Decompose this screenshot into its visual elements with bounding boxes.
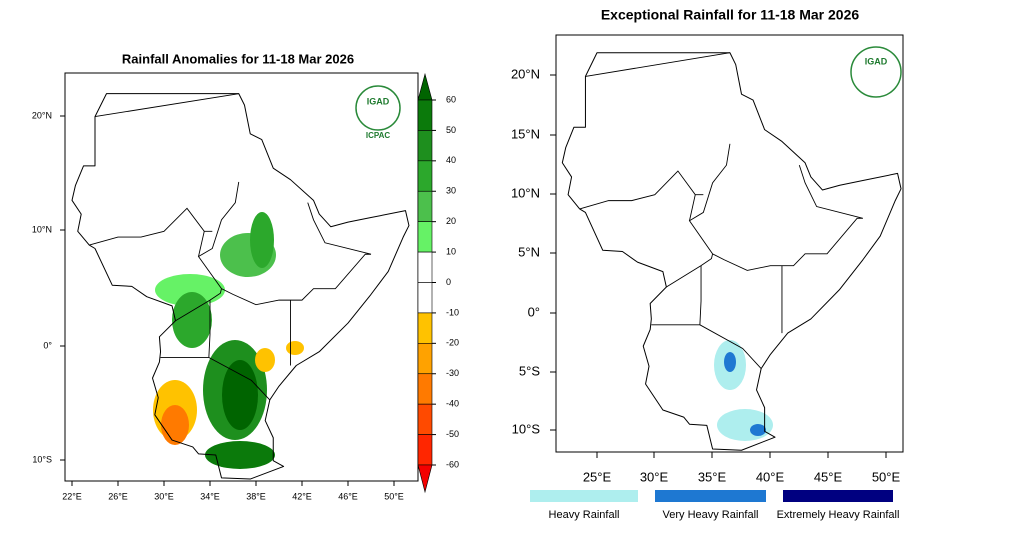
colorbar-bin	[417, 434, 433, 466]
lat-label: 10°S	[512, 421, 541, 436]
colorbar-bin	[417, 343, 433, 375]
colorbar-bin	[417, 312, 433, 344]
colorbar-label: 0	[446, 277, 451, 287]
lat-label: 10°N	[511, 185, 540, 200]
legend-label: Very Heavy Rainfall	[663, 509, 759, 521]
colorbar-bin	[417, 99, 433, 131]
lat-label: 0°	[528, 304, 540, 319]
right-rain	[714, 340, 773, 441]
lon-label: 42°E	[292, 491, 312, 501]
legend-swatch	[530, 490, 638, 502]
left-rain	[153, 212, 304, 469]
colorbar-cap	[417, 72, 433, 101]
country-border	[585, 52, 731, 77]
lon-label: 45°E	[814, 469, 843, 484]
country-border	[94, 93, 239, 118]
lat-label: 0°	[43, 340, 52, 350]
left-logo: IGAD ICPAC	[355, 85, 401, 140]
lon-label: 25°E	[583, 469, 612, 484]
colorbar-label: -50	[446, 429, 459, 439]
right-frame	[555, 34, 904, 453]
colorbar-label: 50	[446, 125, 456, 135]
country-border	[208, 357, 271, 401]
colorbar-bin	[417, 282, 433, 314]
country-border	[198, 231, 205, 257]
lat-label: 10°S	[32, 454, 52, 464]
country-border	[160, 300, 211, 358]
colorbar-label: -60	[446, 459, 459, 469]
colorbar-bin	[417, 373, 433, 405]
colorbar-bin	[417, 221, 433, 253]
right-logo: IGAD	[850, 46, 902, 98]
colorbar-label: 20	[446, 216, 456, 226]
lon-label: 46°E	[338, 491, 358, 501]
lat-label: 20°N	[511, 66, 540, 81]
lon-label: 50°E	[384, 491, 404, 501]
country-border	[688, 143, 863, 271]
country-border	[89, 207, 213, 246]
legend-label: Extremely Heavy Rainfall	[777, 509, 900, 521]
logo-text: IGAD	[865, 56, 888, 66]
logo-text: IGAD	[367, 96, 390, 106]
country-border	[666, 253, 714, 288]
lon-label: 26°E	[108, 491, 128, 501]
land-outline	[71, 93, 410, 480]
colorbar-label: -40	[446, 399, 459, 409]
lat-label: 15°N	[511, 126, 540, 141]
right-title: Exceptional Rainfall for 11-18 Mar 2026	[601, 7, 860, 23]
legend-swatch	[783, 490, 893, 502]
colorbar-label: 10	[446, 246, 456, 256]
colorbar-label: -10	[446, 307, 459, 317]
lon-label: 34°E	[200, 491, 220, 501]
lon-label: 50°E	[872, 469, 901, 484]
lat-label: 10°N	[32, 224, 52, 234]
country-border	[579, 170, 704, 210]
logo-subtext: ICPAC	[366, 131, 391, 140]
colorbar-label: 60	[446, 94, 456, 104]
lon-label: 30°E	[154, 491, 174, 501]
colorbar-label: 30	[446, 186, 456, 196]
colorbar-cap	[417, 464, 433, 494]
colorbar-label: -30	[446, 368, 459, 378]
colorbar-bin	[417, 251, 433, 283]
colorbar-label: -20	[446, 338, 459, 348]
country-border	[651, 265, 702, 326]
left-title: Rainfall Anomalies for 11-18 Mar 2026	[122, 51, 354, 66]
lat-label: 20°N	[32, 110, 52, 120]
country-border	[197, 181, 372, 306]
lon-label: 40°E	[756, 469, 785, 484]
lat-label: 5°S	[519, 363, 540, 378]
country-border	[689, 194, 696, 221]
colorbar-label: 40	[446, 155, 456, 165]
country-border	[699, 324, 762, 369]
colorbar-bin	[417, 190, 433, 222]
lon-label: 30°E	[640, 469, 669, 484]
land-outline	[561, 52, 902, 451]
lon-label: 35°E	[698, 469, 727, 484]
colorbar-bin	[417, 403, 433, 435]
colorbar-bin	[417, 130, 433, 162]
lat-label: 5°N	[518, 244, 540, 259]
colorbar-bin	[417, 160, 433, 192]
lon-label: 22°E	[62, 491, 82, 501]
country-border	[175, 288, 222, 322]
legend-swatch	[655, 490, 766, 502]
lon-label: 38°E	[246, 491, 266, 501]
legend-label: Heavy Rainfall	[549, 509, 620, 521]
